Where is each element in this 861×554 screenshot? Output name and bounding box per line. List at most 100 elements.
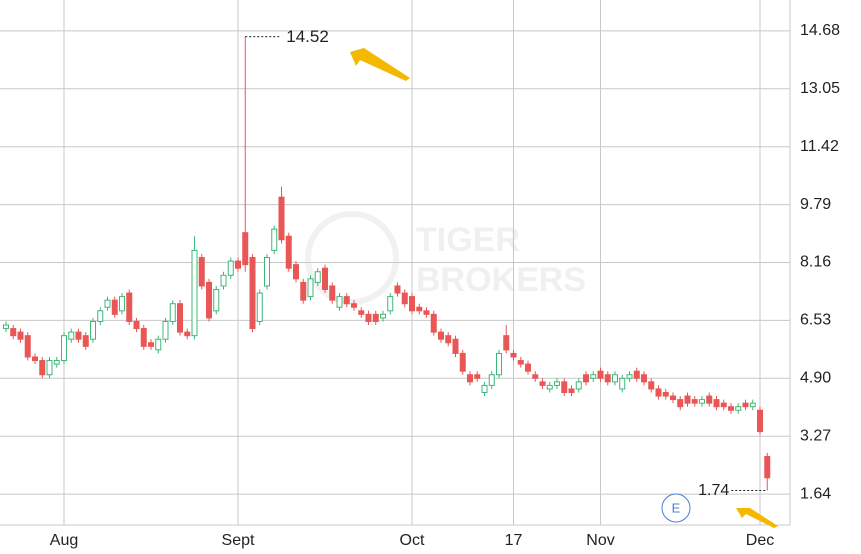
candle-body xyxy=(691,399,698,404)
candle-body xyxy=(575,381,582,390)
y-tick-label: 13.05 xyxy=(800,80,840,97)
candle-body xyxy=(256,292,263,322)
candle-body xyxy=(517,360,524,365)
candle-body xyxy=(554,381,560,386)
candle-body xyxy=(162,320,169,340)
y-tick-label: 14.68 xyxy=(800,22,840,39)
candle-body xyxy=(394,285,401,294)
candle-body xyxy=(285,235,292,269)
event-marker-label: E xyxy=(672,500,681,515)
candle-body xyxy=(749,402,756,408)
candle-body xyxy=(365,313,372,322)
watermark: TIGER xyxy=(416,221,520,259)
candle-body xyxy=(3,324,9,330)
candle-body xyxy=(300,281,307,301)
x-tick-label: Oct xyxy=(400,532,425,549)
y-tick-label: 11.42 xyxy=(800,138,839,155)
y-tick-label: 3.27 xyxy=(800,427,831,444)
candle-body xyxy=(351,303,357,308)
candle-body xyxy=(641,374,647,383)
candle-body xyxy=(39,360,46,376)
candle-body xyxy=(604,374,611,383)
candle-body xyxy=(336,296,343,308)
arrow xyxy=(350,48,410,81)
y-tick-label: 4.90 xyxy=(800,370,831,387)
candle-body xyxy=(75,331,82,340)
candle-body xyxy=(496,352,502,376)
candle-body xyxy=(82,335,89,347)
candle-body xyxy=(184,331,191,337)
candle-body xyxy=(532,374,539,379)
candle-body xyxy=(329,285,336,301)
candle-body xyxy=(220,274,227,287)
candle-body xyxy=(452,338,459,354)
y-tick-label: 9.79 xyxy=(800,196,831,213)
candle-body xyxy=(191,249,198,337)
candle-body xyxy=(445,335,452,344)
candle-body xyxy=(583,374,589,383)
candle-body xyxy=(459,352,466,372)
candle-body xyxy=(17,331,24,340)
candle-body xyxy=(264,257,270,287)
candle-body xyxy=(307,278,314,298)
x-tick-label: Dec xyxy=(746,532,774,549)
candle-body xyxy=(655,388,662,397)
candle-body xyxy=(764,455,771,479)
candle-body xyxy=(633,370,640,379)
candle-body xyxy=(510,352,517,358)
candle-body xyxy=(126,292,133,322)
candle-body xyxy=(612,374,618,383)
candle-body xyxy=(206,281,212,319)
candle-body xyxy=(32,356,38,362)
candle-body xyxy=(387,296,394,312)
x-tick-label: 17 xyxy=(505,532,523,549)
max-label: 14.52 xyxy=(286,27,329,46)
watermark: BROKERS xyxy=(416,261,586,299)
y-tick-label: 8.16 xyxy=(800,254,831,271)
candle-body xyxy=(148,342,154,347)
candle-body xyxy=(423,310,430,315)
candle-body xyxy=(706,395,713,404)
x-tick-label: Sept xyxy=(222,532,255,549)
grid xyxy=(0,0,791,526)
candle-body xyxy=(539,381,546,386)
annotations: 14.52 1.74 xyxy=(245,27,768,499)
candle-body xyxy=(278,196,285,241)
candle-body xyxy=(155,338,162,351)
y-tick-label: 1.64 xyxy=(800,485,831,502)
y-tick-label: 6.53 xyxy=(800,312,831,329)
candle-body xyxy=(97,310,104,322)
candle-body xyxy=(90,320,96,340)
x-tick-label: Nov xyxy=(586,532,614,549)
candle-body xyxy=(684,395,691,404)
event-marker[interactable] xyxy=(661,493,691,523)
candle-body xyxy=(322,267,328,290)
candle-body xyxy=(757,409,763,433)
candle-body xyxy=(416,306,423,312)
candle-body xyxy=(68,331,75,340)
candle-body xyxy=(380,313,386,319)
candle-body xyxy=(140,328,147,347)
candle-body xyxy=(713,399,720,408)
candle-body xyxy=(735,406,742,411)
candle-body xyxy=(293,264,299,280)
candle-body xyxy=(430,313,437,333)
x-tick-label: Aug xyxy=(50,532,78,549)
candle-body xyxy=(46,360,53,376)
candle-body xyxy=(227,260,234,276)
candle-body xyxy=(53,360,60,365)
candle-body xyxy=(372,313,379,322)
candle-body xyxy=(401,292,408,305)
candle-body xyxy=(546,384,553,390)
candle-body xyxy=(24,335,31,358)
watermark-logo xyxy=(305,211,399,305)
candle-body xyxy=(481,384,488,394)
candle-body xyxy=(235,260,241,269)
candle-body xyxy=(169,303,176,322)
candle-body xyxy=(590,374,597,379)
candle-body xyxy=(742,402,749,408)
candle-body xyxy=(619,377,626,390)
candles xyxy=(3,36,771,491)
candle-body xyxy=(119,296,125,312)
